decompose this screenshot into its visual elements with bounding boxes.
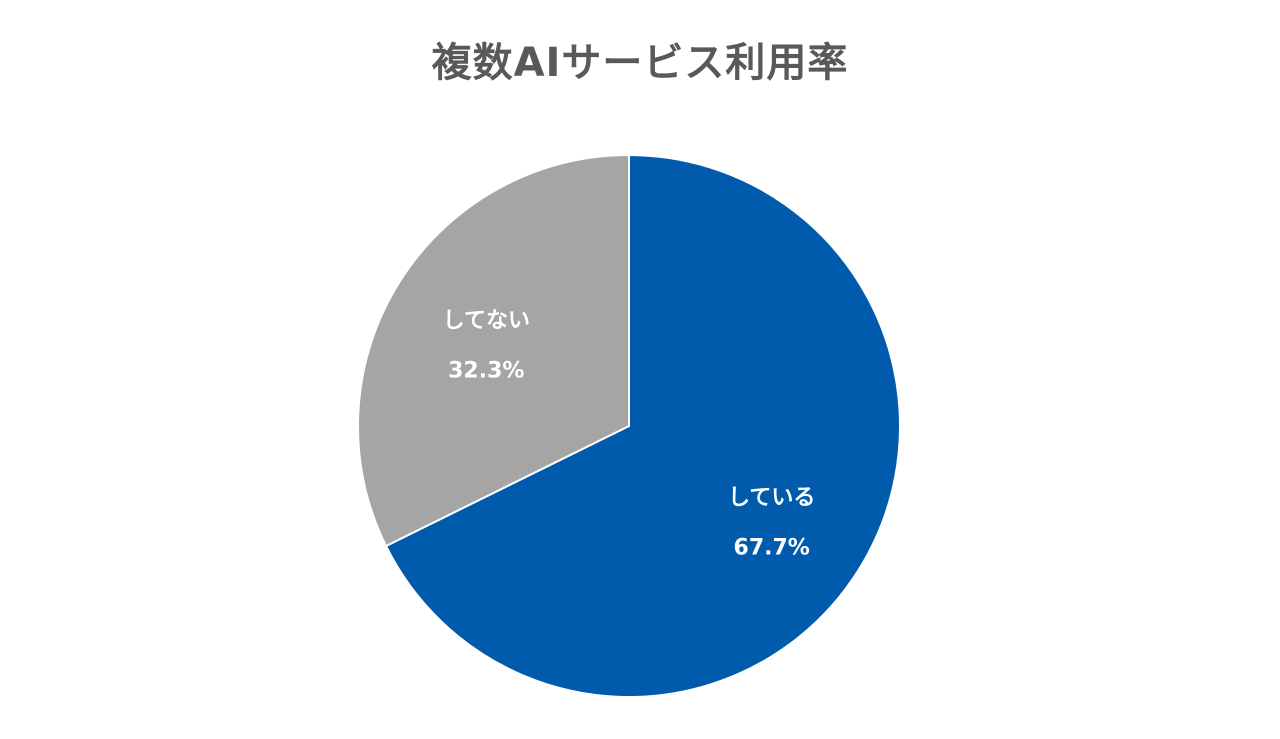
slice-category-label-1: してない — [443, 308, 530, 333]
pie-slice-0 — [384, 153, 901, 698]
chart-title: 複数AIサービス利用率 — [431, 40, 849, 86]
slice-value-label-1: 32.3% — [448, 358, 524, 383]
pie-labels: している 67.7% してない 32.3% — [443, 308, 816, 560]
pie-slice-1 — [357, 153, 630, 548]
slice-value-label-0: 67.7% — [734, 536, 810, 561]
slice-category-label-0: している — [728, 486, 815, 511]
pie-slices — [357, 153, 901, 698]
